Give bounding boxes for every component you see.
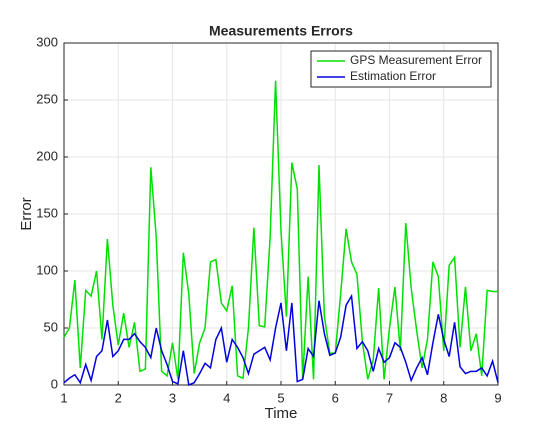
x-tick-label: 7	[386, 390, 393, 405]
legend-label: GPS Measurement Error	[350, 53, 482, 67]
x-tick-label: 6	[332, 390, 339, 405]
y-tick-label: 200	[36, 148, 58, 163]
y-tick-label: 0	[51, 376, 58, 391]
axes-box	[63, 42, 499, 386]
series-line	[63, 293, 499, 387]
y-tick-label: 100	[36, 262, 58, 277]
x-axis-label: Time	[265, 405, 298, 422]
y-tick-label: 250	[36, 91, 58, 106]
y-tick-label: 300	[36, 34, 58, 49]
x-tick-label: 5	[277, 390, 284, 405]
y-axis-label: Error	[18, 197, 35, 230]
legend-label: Estimation Error	[350, 69, 436, 83]
series-line	[63, 80, 498, 380]
x-tick-label: 3	[169, 390, 176, 405]
legend-box	[310, 50, 492, 88]
x-tick-label: 9	[494, 390, 501, 405]
x-tick-label: 1	[60, 390, 67, 405]
y-tick-label: 150	[36, 205, 58, 220]
x-tick-label: 2	[115, 390, 122, 405]
y-tick-label: 50	[44, 319, 58, 334]
x-tick-label: 8	[440, 390, 447, 405]
chart-title: Measurements Errors	[209, 23, 353, 39]
x-tick-label: 4	[223, 390, 230, 405]
